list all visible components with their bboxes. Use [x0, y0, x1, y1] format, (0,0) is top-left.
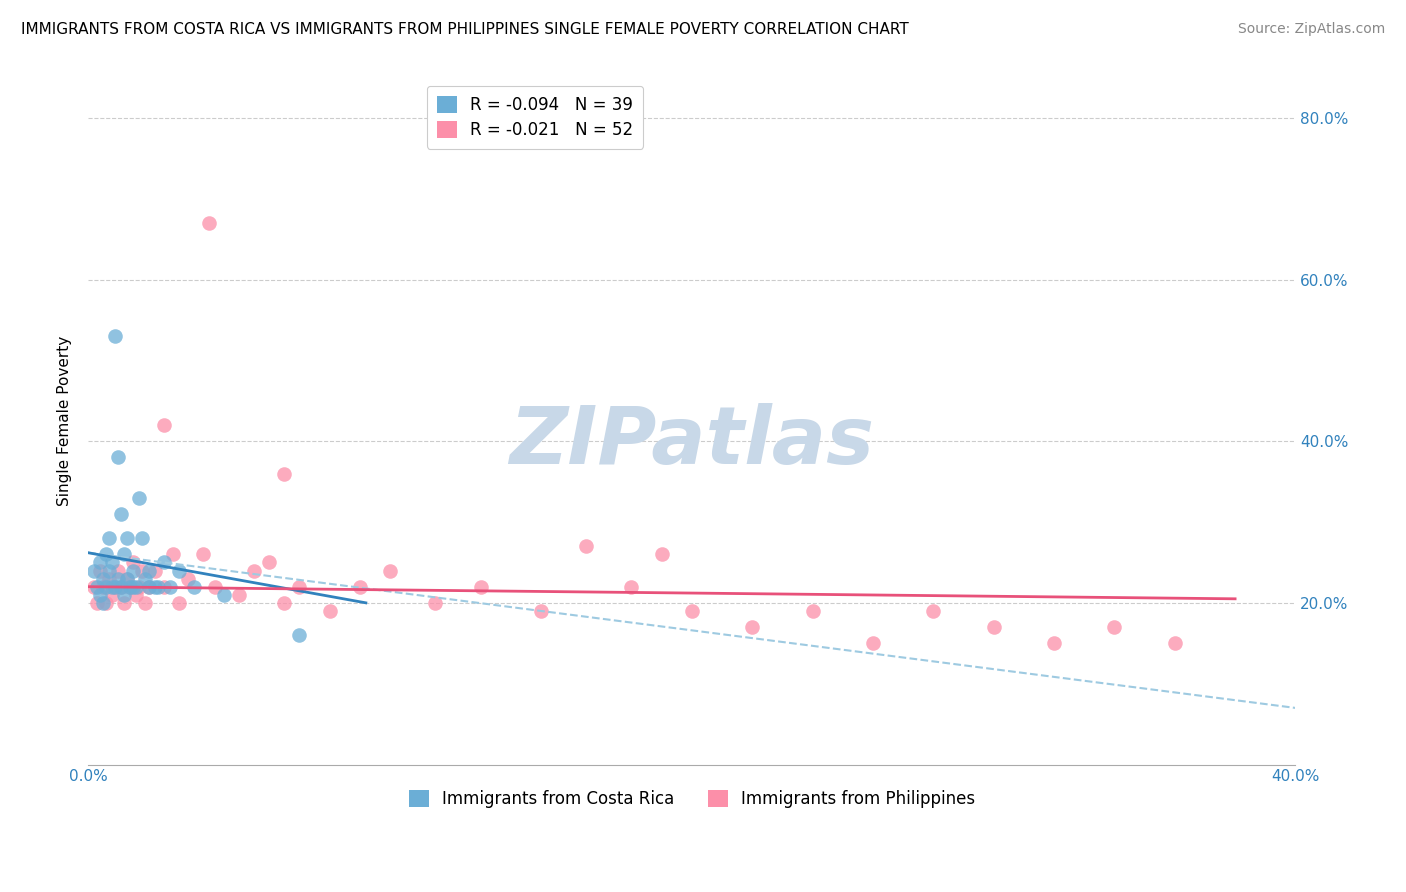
- Point: [128, 580, 150, 594]
- Point: [183, 580, 205, 594]
- Point: [167, 596, 190, 610]
- Point: [862, 636, 884, 650]
- Point: [801, 604, 824, 618]
- Point: [117, 572, 139, 586]
- Point: [128, 491, 150, 505]
- Point: [167, 564, 190, 578]
- Point: [91, 596, 114, 610]
- Point: [273, 596, 295, 610]
- Point: [101, 588, 124, 602]
- Point: [575, 539, 598, 553]
- Point: [110, 580, 132, 594]
- Point: [288, 580, 311, 594]
- Legend: Immigrants from Costa Rica, Immigrants from Philippines: Immigrants from Costa Rica, Immigrants f…: [402, 783, 981, 814]
- Point: [425, 596, 447, 610]
- Point: [191, 547, 214, 561]
- Point: [122, 580, 145, 594]
- Point: [107, 572, 129, 586]
- Point: [1164, 636, 1187, 650]
- Point: [470, 580, 492, 594]
- Point: [89, 588, 111, 602]
- Point: [152, 580, 174, 594]
- Point: [1043, 636, 1066, 650]
- Point: [143, 580, 166, 594]
- Point: [138, 580, 160, 594]
- Point: [112, 596, 135, 610]
- Point: [96, 596, 118, 610]
- Point: [89, 556, 111, 570]
- Point: [198, 216, 221, 230]
- Point: [104, 580, 127, 594]
- Point: [125, 580, 148, 594]
- Point: [530, 604, 553, 618]
- Point: [177, 572, 200, 586]
- Point: [117, 531, 139, 545]
- Point: [122, 556, 145, 570]
- Point: [651, 547, 673, 561]
- Point: [86, 580, 108, 594]
- Point: [228, 588, 250, 602]
- Point: [107, 450, 129, 465]
- Point: [922, 604, 945, 618]
- Point: [134, 572, 156, 586]
- Point: [83, 564, 105, 578]
- Point: [257, 556, 280, 570]
- Point: [91, 572, 114, 586]
- Point: [98, 531, 121, 545]
- Point: [273, 467, 295, 481]
- Point: [125, 588, 148, 602]
- Point: [83, 580, 105, 594]
- Point: [138, 580, 160, 594]
- Y-axis label: Single Female Poverty: Single Female Poverty: [58, 336, 72, 506]
- Point: [122, 564, 145, 578]
- Point: [86, 596, 108, 610]
- Point: [91, 580, 114, 594]
- Point: [107, 564, 129, 578]
- Text: IMMIGRANTS FROM COSTA RICA VS IMMIGRANTS FROM PHILIPPINES SINGLE FEMALE POVERTY : IMMIGRANTS FROM COSTA RICA VS IMMIGRANTS…: [21, 22, 908, 37]
- Point: [110, 580, 132, 594]
- Point: [243, 564, 266, 578]
- Point: [96, 580, 118, 594]
- Point: [143, 564, 166, 578]
- Point: [162, 547, 184, 561]
- Point: [96, 547, 118, 561]
- Point: [112, 547, 135, 561]
- Point: [212, 588, 235, 602]
- Point: [288, 628, 311, 642]
- Point: [89, 564, 111, 578]
- Point: [378, 564, 401, 578]
- Point: [138, 564, 160, 578]
- Point: [983, 620, 1005, 634]
- Point: [146, 580, 169, 594]
- Point: [741, 620, 763, 634]
- Point: [104, 580, 127, 594]
- Point: [159, 580, 181, 594]
- Point: [98, 564, 121, 578]
- Point: [1104, 620, 1126, 634]
- Point: [349, 580, 371, 594]
- Point: [120, 580, 142, 594]
- Point: [104, 329, 127, 343]
- Point: [152, 417, 174, 432]
- Point: [110, 507, 132, 521]
- Text: Source: ZipAtlas.com: Source: ZipAtlas.com: [1237, 22, 1385, 37]
- Point: [98, 572, 121, 586]
- Text: ZIPatlas: ZIPatlas: [509, 402, 875, 481]
- Point: [120, 580, 142, 594]
- Point: [681, 604, 703, 618]
- Point: [101, 580, 124, 594]
- Point: [318, 604, 340, 618]
- Point: [204, 580, 226, 594]
- Point: [117, 572, 139, 586]
- Point: [101, 556, 124, 570]
- Point: [620, 580, 643, 594]
- Point: [112, 588, 135, 602]
- Point: [134, 596, 156, 610]
- Point: [152, 556, 174, 570]
- Point: [131, 531, 153, 545]
- Point: [131, 564, 153, 578]
